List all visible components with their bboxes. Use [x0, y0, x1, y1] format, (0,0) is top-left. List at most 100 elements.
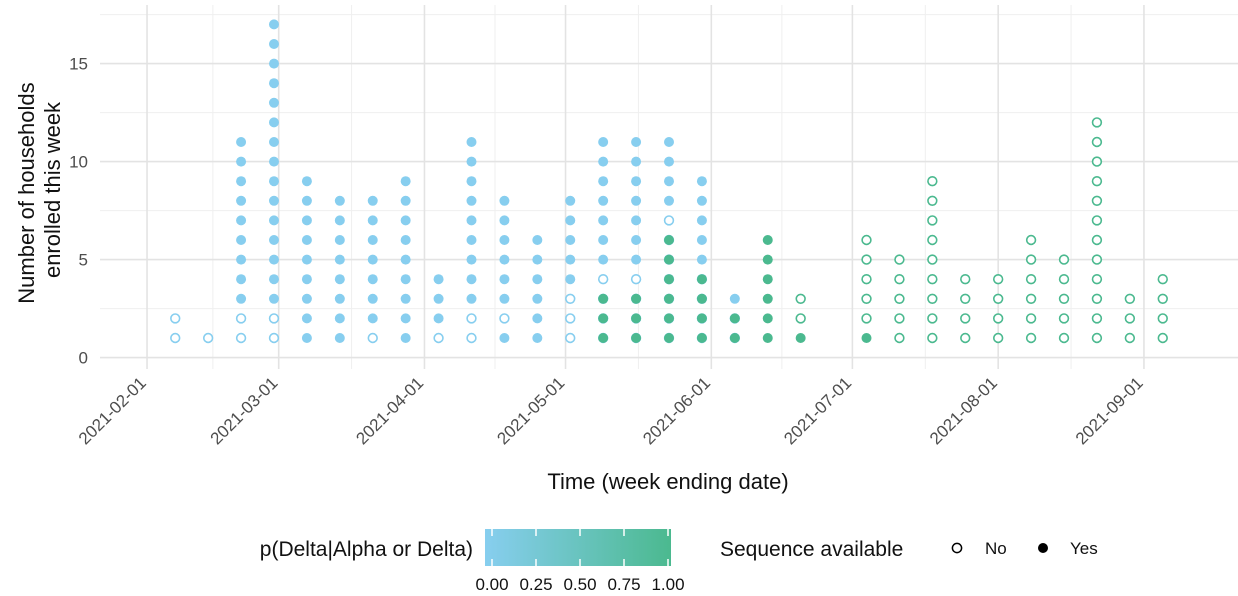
dot-not-sequenced [927, 332, 938, 344]
dot-sequenced [762, 293, 773, 304]
dot-sequenced [236, 235, 247, 245]
dot-not-sequenced [1091, 313, 1103, 324]
legend-open-circle-icon [951, 542, 963, 554]
dot-not-sequenced [795, 313, 806, 324]
dot-not-sequenced [1157, 293, 1168, 304]
x-tick-label: 2021-03-01 [207, 373, 282, 448]
dot-sequenced [565, 274, 576, 285]
dot-not-sequenced [894, 254, 905, 265]
dot-not-sequenced [499, 313, 510, 324]
dot-sequenced [598, 156, 609, 167]
dot-sequenced [499, 215, 510, 226]
dot-not-sequenced [795, 293, 806, 304]
y-axis-title-line-2: enrolled this week [40, 101, 65, 278]
dot-sequenced [400, 333, 411, 343]
x-tick-label: 2021-08-01 [926, 373, 1001, 448]
dot-sequenced [334, 313, 345, 324]
legend-filled-circle-icon [1038, 543, 1048, 553]
dot-not-sequenced [565, 313, 576, 324]
dot-sequenced [268, 156, 279, 167]
dot-sequenced [268, 215, 279, 226]
dot-sequenced [631, 333, 642, 343]
dot-sequenced [696, 333, 707, 343]
dot-sequenced [664, 333, 674, 343]
dot-not-sequenced [1091, 117, 1103, 128]
dot-sequenced [268, 137, 279, 147]
x-tick-label: 2021-02-01 [75, 373, 150, 448]
dot-sequenced [565, 254, 576, 265]
dot-sequenced [334, 254, 345, 265]
y-tick-label: 5 [79, 251, 88, 270]
dot-sequenced [532, 254, 543, 265]
y-tick-label: 10 [69, 153, 88, 172]
dot-not-sequenced [1058, 332, 1070, 344]
dot-not-sequenced [268, 313, 280, 324]
dot-sequenced [367, 235, 378, 245]
dot-sequenced [565, 235, 576, 245]
dot-sequenced [236, 293, 247, 304]
dot-sequenced [433, 313, 444, 324]
legend-label-yes: Yes [1070, 539, 1098, 558]
dot-not-sequenced [894, 293, 905, 304]
dot-sequenced [631, 176, 642, 187]
dot-sequenced [433, 293, 444, 304]
x-tick-label: 2021-04-01 [352, 373, 427, 448]
dot-sequenced [664, 254, 674, 265]
dot-sequenced [861, 333, 872, 343]
dot-not-sequenced [861, 254, 872, 265]
dot-sequenced [236, 274, 247, 285]
dot-sequenced [631, 254, 642, 265]
dot-not-sequenced [861, 274, 872, 285]
dot-sequenced [301, 333, 312, 343]
dot-not-sequenced [927, 234, 938, 246]
dot-sequenced [268, 254, 279, 265]
colorbar-tick-label: 0.00 [475, 575, 508, 594]
dot-not-sequenced [170, 313, 181, 324]
dot-sequenced [664, 156, 674, 167]
dot-not-sequenced [235, 313, 247, 324]
dot-sequenced [301, 235, 312, 245]
dot-sequenced [598, 293, 609, 304]
dot-sequenced [631, 293, 642, 304]
color-gradient-bar [485, 529, 671, 566]
dot-not-sequenced [960, 293, 971, 304]
shape-legend: Sequence available No Yes [720, 538, 1098, 561]
dot-sequenced [367, 254, 378, 265]
dot-sequenced [466, 274, 477, 285]
legend-label-no: No [985, 539, 1007, 558]
x-tick-label: 2021-07-01 [780, 373, 855, 448]
dot-sequenced [696, 235, 707, 245]
dot-not-sequenced [861, 234, 872, 246]
dot-not-sequenced [1058, 293, 1070, 304]
dot-sequenced [268, 293, 279, 304]
dot-not-sequenced [960, 313, 971, 324]
dot-not-sequenced [466, 313, 477, 324]
x-tick-label: 2021-09-01 [1072, 373, 1147, 448]
dot-sequenced [268, 195, 279, 206]
dot-sequenced [400, 235, 411, 245]
dot-sequenced [499, 274, 510, 285]
dot-sequenced [400, 215, 411, 226]
dot-sequenced [664, 195, 674, 206]
dot-not-sequenced [1157, 332, 1168, 344]
dot-sequenced [631, 235, 642, 245]
colorbar-tick-label: 1.00 [651, 575, 684, 594]
dot-not-sequenced [466, 332, 477, 344]
dot-sequenced [762, 313, 773, 324]
dot-not-sequenced [1124, 293, 1136, 304]
dot-sequenced [400, 313, 411, 324]
dot-sequenced [236, 137, 247, 147]
dot-sequenced [367, 293, 378, 304]
dot-not-sequenced [927, 274, 938, 285]
dot-sequenced [664, 274, 674, 285]
dot-sequenced [466, 176, 477, 187]
dot-sequenced [367, 215, 378, 226]
dot-sequenced [466, 235, 477, 245]
dot-sequenced [268, 97, 279, 108]
dot-not-sequenced [1025, 234, 1037, 246]
dot-sequenced [532, 235, 543, 245]
dot-sequenced [762, 333, 773, 343]
y-tick-label: 0 [79, 349, 88, 368]
dot-sequenced [598, 137, 609, 147]
